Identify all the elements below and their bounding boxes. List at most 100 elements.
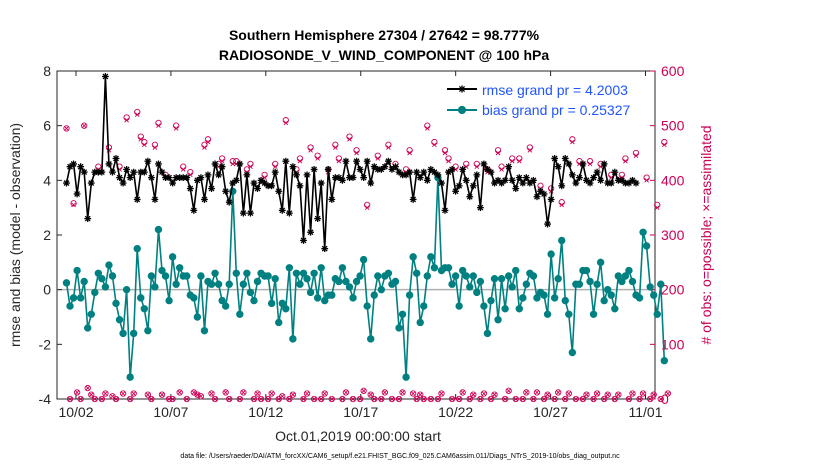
bias-point: [359, 255, 368, 264]
rmse-point: [70, 160, 77, 168]
bias-point: [451, 272, 460, 280]
obs-possible-point: [201, 141, 208, 148]
bias-point: [183, 272, 191, 280]
bias-point: [115, 316, 124, 324]
obs-markers: [63, 108, 672, 403]
bias-point: [409, 253, 417, 261]
obs-x-b: [382, 390, 388, 395]
obs-x-b: [322, 391, 328, 396]
obs-x-b: [141, 142, 147, 148]
data-file-footer: data file: /Users/raeder/DAI/ATM_forcXX/…: [180, 453, 620, 460]
bias-point: [646, 283, 654, 291]
rmse-point: [335, 174, 343, 181]
x-tick-label: 11/01: [629, 404, 663, 420]
obs-x-b: [258, 396, 264, 402]
rmse-point-d2: [130, 169, 137, 176]
obs-assimilated-point: [421, 396, 427, 402]
obs-possible-point: [463, 160, 470, 168]
rmse-point-d2: [279, 207, 286, 214]
obs-possible-point: [247, 160, 254, 168]
rmse-point: [236, 160, 244, 168]
rmse-point-d2: [601, 161, 608, 167]
obs-x-b: [612, 396, 618, 402]
rmse-point: [123, 166, 131, 173]
y-axis-label-left: rmse and bias (model - observation): [7, 123, 23, 347]
rmse-point-d2: [77, 163, 84, 170]
chart-subtitle: RADIOSONDE_V_WIND_COMPONENT @ 100 hPa: [219, 47, 549, 63]
obs-possible-point: [494, 147, 502, 154]
obs-x-b: [308, 147, 313, 153]
obs-possible-point: [593, 390, 601, 397]
bias-point: [607, 291, 615, 299]
bias-point: [377, 285, 386, 294]
bias-point: [420, 302, 428, 310]
legend-rmse-label: rmse grand pr = 4.2003: [482, 82, 628, 98]
obs-possible-point: [349, 395, 357, 403]
obs-assimilated-point: [573, 396, 579, 402]
obs-assimilated-point: [329, 396, 335, 402]
rmse-point: [102, 73, 109, 80]
rmse-point-d2: [134, 196, 141, 203]
rmse-point: [420, 168, 428, 176]
rmse-point-d2: [558, 182, 565, 189]
obs-x-b: [640, 391, 646, 396]
rmse-point-d2: [565, 161, 572, 167]
bias-point: [430, 264, 439, 272]
obs-x-b: [219, 158, 225, 164]
bias-point: [140, 305, 149, 313]
obs-possible-point: [279, 393, 286, 400]
bias-point: [310, 269, 318, 277]
x-tick-label: 10/22: [438, 404, 473, 420]
obs-assimilated-point: [276, 396, 282, 402]
bias-point: [391, 277, 400, 286]
obs-possible-point: [406, 147, 413, 154]
rmse-point: [462, 176, 470, 184]
bias-point: [345, 283, 354, 291]
rmse-point: [324, 166, 332, 173]
rmse-point: [494, 176, 502, 184]
bias-point: [289, 335, 297, 343]
rmse-point: [130, 168, 138, 176]
legend-bias-label: bias grand pr = 0.25327: [482, 102, 630, 118]
obs-possible-point: [480, 390, 488, 397]
rmse-point: [289, 163, 297, 171]
obs-assimilated-point: [647, 396, 653, 402]
obs-x-b: [350, 396, 356, 402]
rmse-point: [300, 237, 307, 244]
rmse-point-d2: [459, 166, 466, 173]
rmse-point-d2: [618, 177, 625, 184]
bias-point: [168, 253, 177, 261]
rmse-point-d2: [576, 174, 583, 181]
bias-point: [264, 272, 272, 280]
rmse-point: [360, 174, 368, 181]
y-tick-label-left: -4: [39, 391, 52, 407]
bias-point: [172, 280, 180, 288]
bias-point: [112, 299, 120, 308]
bias-point: [105, 261, 113, 269]
bias-point: [66, 302, 74, 310]
bias-point: [321, 296, 329, 305]
rmse-point-d2: [569, 171, 576, 178]
obs-assimilated-point: [315, 156, 320, 161]
obs-assimilated-point: [587, 161, 593, 167]
obs-possible-point: [562, 395, 569, 403]
obs-assimilated-point: [191, 390, 197, 395]
obs-possible-point: [264, 395, 272, 403]
obs-possible-point: [240, 389, 247, 396]
obs-x-b: [134, 112, 140, 118]
bias-point: [543, 310, 552, 318]
rmse-point-d2: [208, 185, 215, 192]
obs-assimilated-point: [198, 393, 204, 399]
obs-assimilated-point: [99, 396, 105, 402]
rmse-point-d2: [254, 185, 261, 192]
rmse-point-d2: [424, 177, 431, 184]
rmse-point: [275, 187, 283, 195]
rmse-point: [254, 185, 261, 192]
bias-point: [232, 269, 240, 277]
rmse-point-d2: [343, 158, 349, 165]
obs-possible-point: [158, 391, 166, 398]
rmse-point-d2: [466, 193, 473, 200]
bias-point: [480, 302, 488, 310]
obs-assimilated-point: [640, 391, 646, 396]
